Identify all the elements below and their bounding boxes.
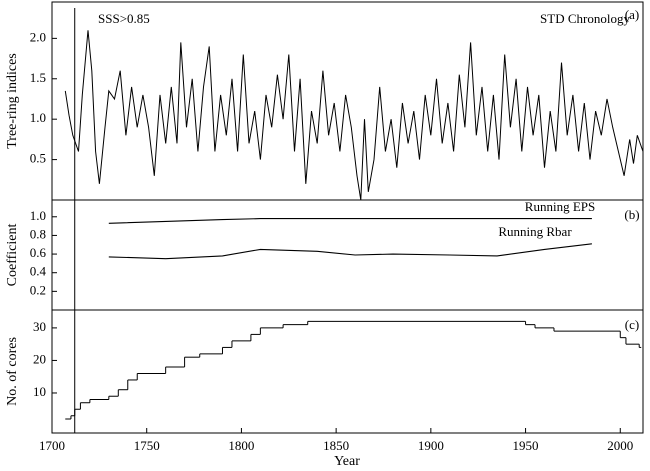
series-line [108, 243, 592, 260]
y-tick-label: 10 [33, 384, 46, 399]
plot-frame [51, 199, 644, 311]
x-tick-label: 1700 [39, 438, 65, 453]
panel-label: (c) [625, 317, 639, 332]
plot-frame [51, 309, 644, 434]
y-tick-label: 0.4 [30, 264, 47, 279]
y-tick-label: 0.8 [30, 226, 46, 241]
chart-title: STD Chronology [540, 11, 630, 26]
series-label: Running EPS [525, 199, 595, 214]
panel-label: (b) [624, 207, 639, 222]
x-tick-label: 1850 [323, 438, 349, 453]
x-tick-label: 2000 [607, 438, 633, 453]
y-tick-label: 30 [33, 319, 46, 334]
y-tick-label: 1.0 [30, 208, 46, 223]
y-tick-label: 0.6 [30, 245, 47, 260]
x-tick-label: 1750 [134, 438, 160, 453]
y-tick-label: 0.2 [30, 282, 46, 297]
panel-label: (a) [625, 7, 639, 22]
series-label: Running Rbar [498, 224, 572, 239]
y-tick-label: 1.5 [30, 70, 46, 85]
series-line [108, 218, 592, 224]
y-tick-label: 1.0 [30, 110, 46, 125]
series-line [64, 30, 644, 201]
y-tick-label: 20 [33, 351, 46, 366]
y-tick-label: 0.5 [30, 151, 46, 166]
x-tick-label: 1950 [513, 438, 539, 453]
y-axis-label: Tree-ring indices [5, 53, 20, 149]
plot-frame [51, 1, 644, 201]
x-axis-label: Year [334, 454, 360, 469]
y-tick-label: 2.0 [30, 29, 46, 44]
x-tick-label: 1800 [228, 438, 254, 453]
x-tick-label: 1900 [418, 438, 444, 453]
y-axis-label: Coefficient [5, 224, 20, 287]
annotation: SSS>0.85 [98, 11, 150, 26]
y-axis-label: No. of cores [5, 337, 20, 406]
